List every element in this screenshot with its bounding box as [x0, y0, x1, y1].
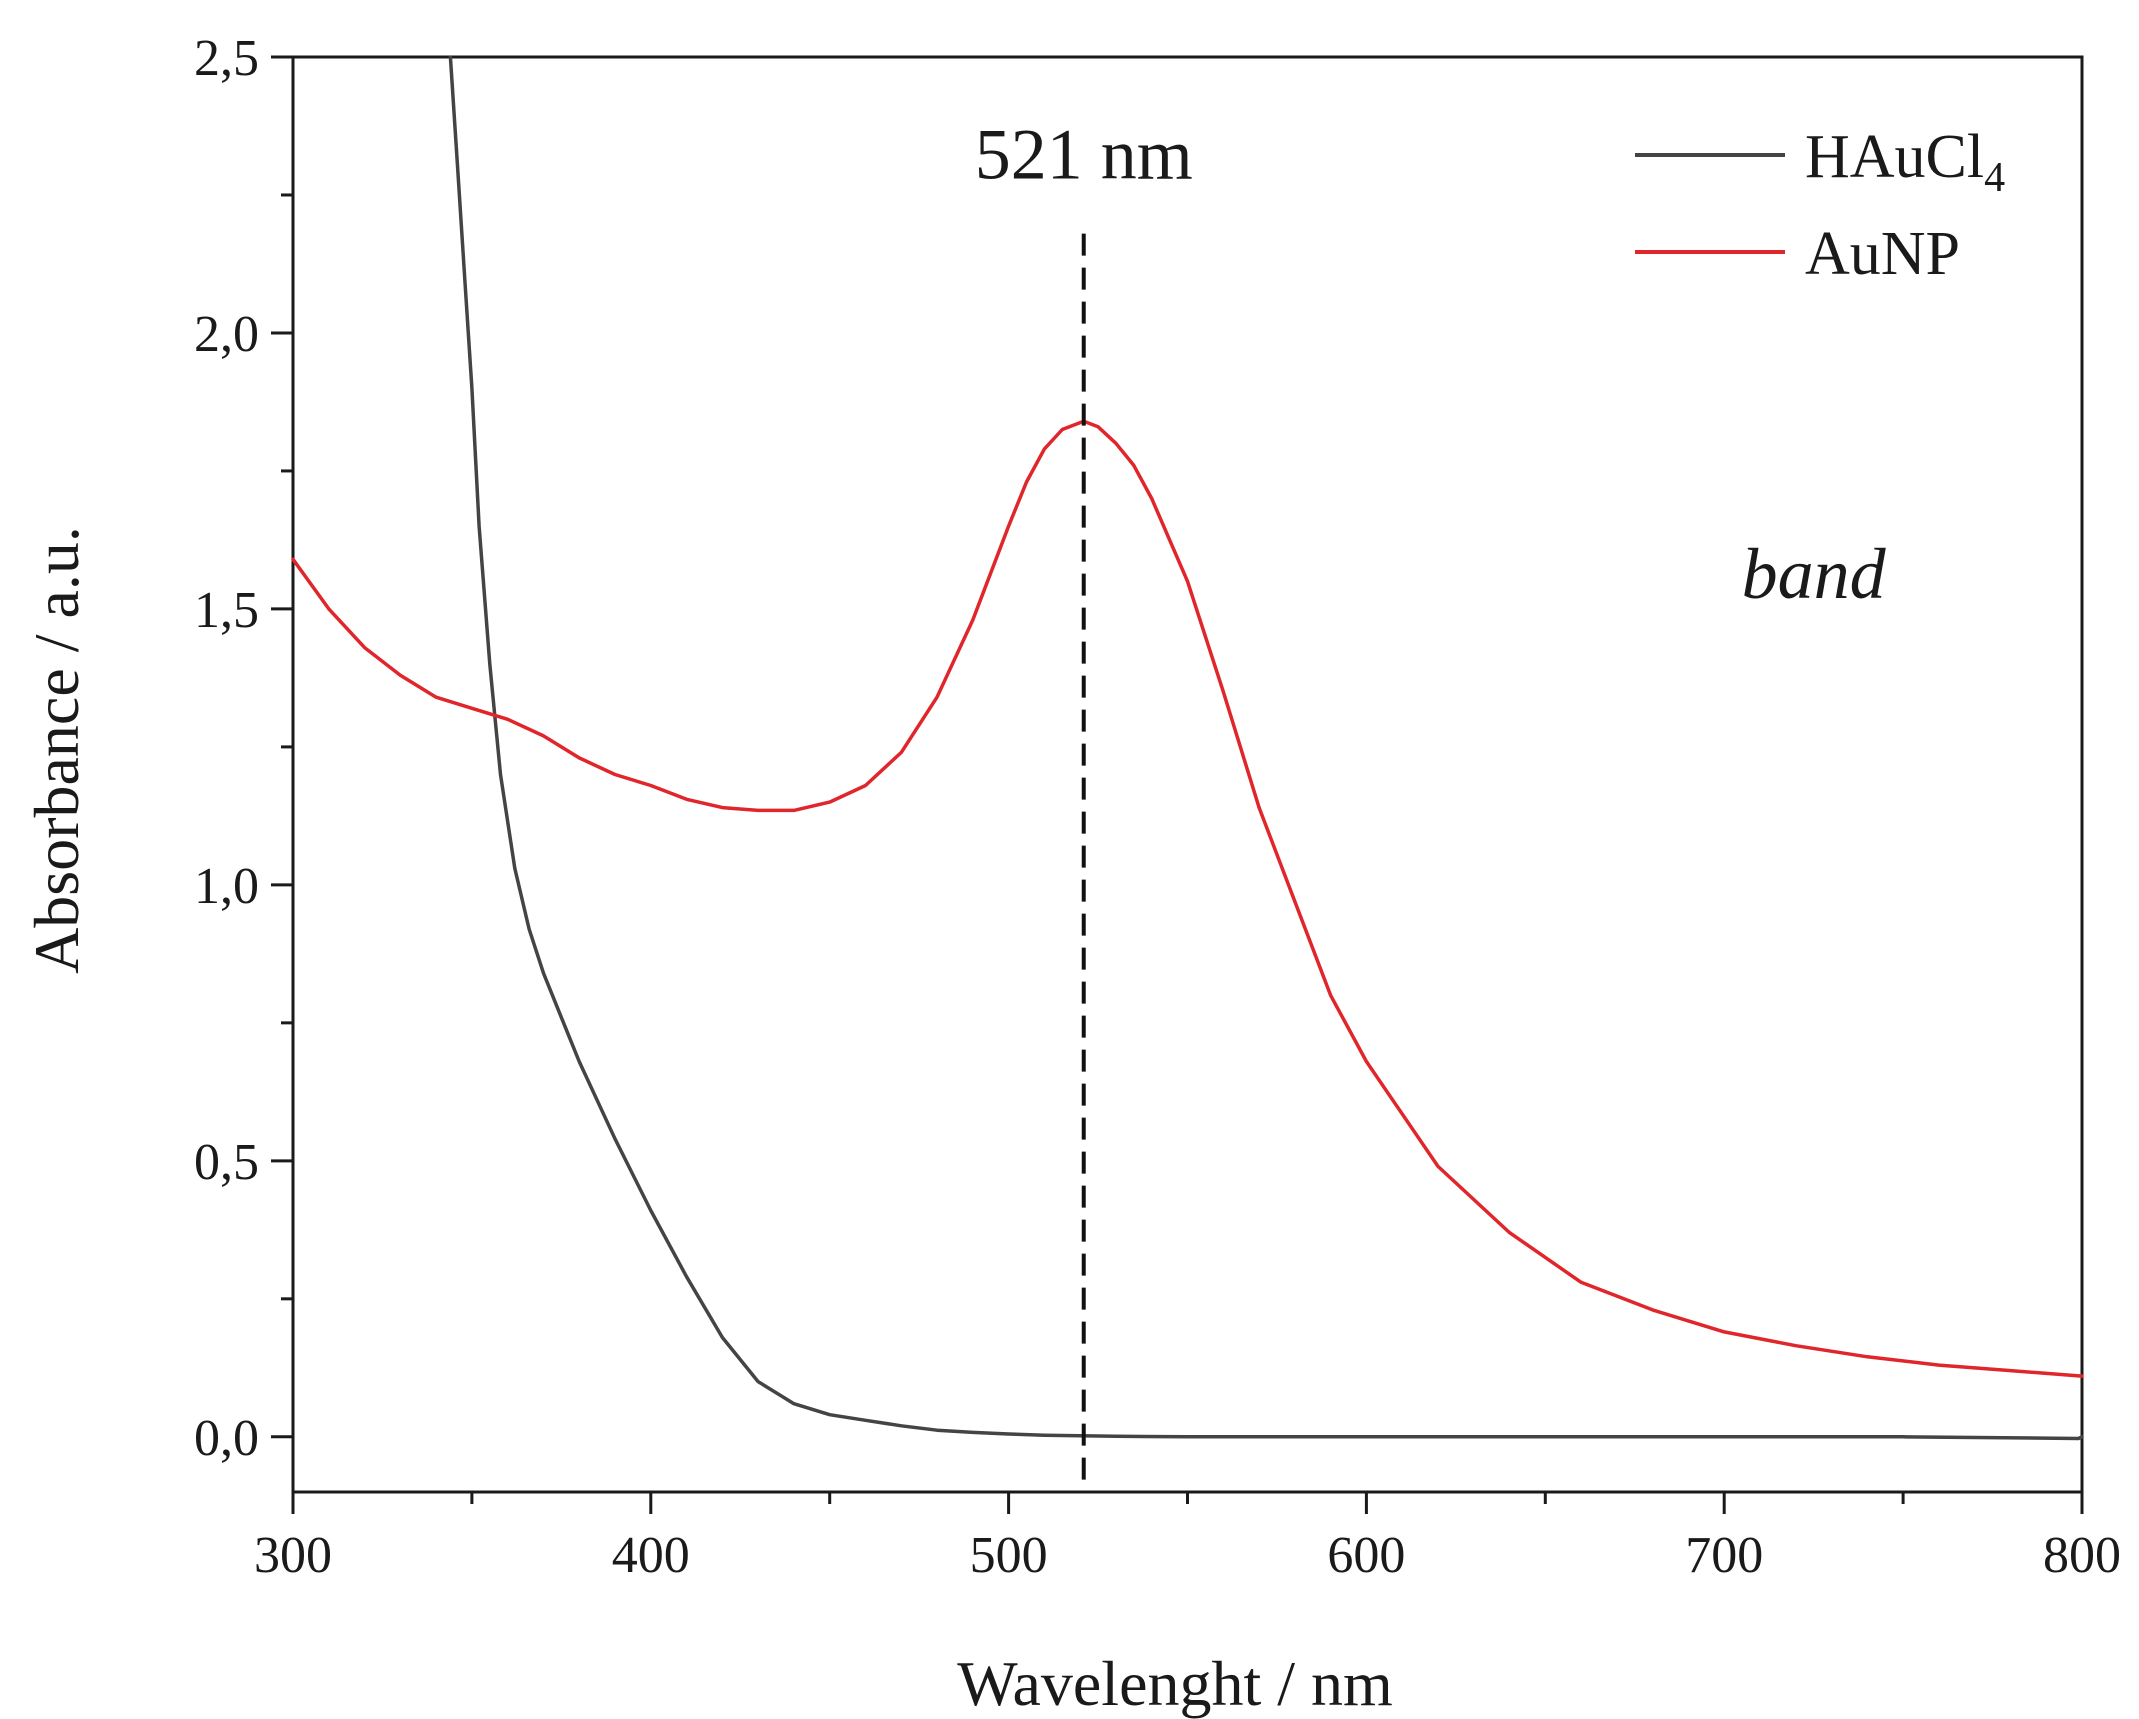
- series-layer: [291, 55, 2084, 1441]
- y-axis-label: Absorbance / a.u.: [21, 526, 92, 974]
- x-tick-label-700: 700: [1685, 1527, 1763, 1584]
- y-axis: 0,0 0,5 1,0 1,5 2,0 2,5: [194, 30, 293, 1467]
- x-tick-label-800: 800: [2043, 1527, 2121, 1584]
- x-axis-label: Wavelenght / nm: [957, 1648, 1393, 1719]
- legend-subscript: 4: [1984, 155, 2005, 201]
- band-annotation: band: [1742, 534, 1887, 614]
- x-tick-label-600: 600: [1327, 1527, 1405, 1584]
- annotation-layer: 521 nm band: [975, 114, 1887, 1492]
- x-axis: 300 400 500 600 700 800: [254, 1492, 2121, 1584]
- legend-label-aunp: AuNP: [1805, 220, 1960, 288]
- x-tick-label-500: 500: [970, 1527, 1048, 1584]
- y-tick-label-5: 2,5: [194, 30, 259, 87]
- legend-label-haucl: HAuCl4: [1805, 123, 2005, 201]
- y-tick-label-0: 0,0: [194, 1410, 259, 1467]
- legend: HAuCl4 AuNP: [1635, 123, 2005, 288]
- y-tick-label-1: 0,5: [194, 1134, 259, 1191]
- peak-annotation: 521 nm: [975, 114, 1193, 194]
- y-tick-label-2: 1,0: [194, 858, 259, 915]
- y-tick-label-4: 2,0: [194, 306, 259, 363]
- x-tick-label-300: 300: [254, 1527, 332, 1584]
- series-line-aunp: [291, 419, 2084, 1378]
- x-tick-label-400: 400: [612, 1527, 690, 1584]
- series-line-haucl: [448, 55, 2084, 1441]
- y-tick-label-3: 1,5: [194, 582, 259, 639]
